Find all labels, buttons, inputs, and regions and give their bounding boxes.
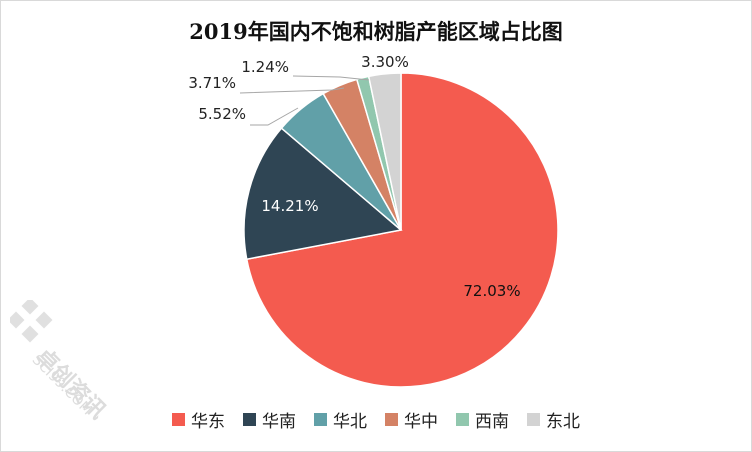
data-label-slice-south: 14.21% [261, 197, 318, 215]
data-label-slice-northeast: 3.30% [361, 53, 409, 71]
data-label-slice-central: 3.71% [188, 74, 236, 92]
legend-item-east: 华东 [172, 407, 225, 432]
legend-label: 东北 [546, 412, 580, 432]
legend-label: 华南 [262, 412, 296, 432]
data-label-slice-east: 72.03% [463, 282, 520, 300]
leader-line-slice-north [250, 107, 299, 126]
legend-label: 华东 [191, 412, 225, 432]
legend-item-southwest: 西南 [456, 407, 509, 432]
chart-title: 2019年国内不饱和树脂产能区域占比图 [189, 19, 563, 44]
legend-item-north: 华北 [314, 407, 367, 432]
legend-swatch [243, 413, 256, 426]
pie-slice-northeast [367, 72, 402, 231]
leader-line-slice-southwest [292, 75, 370, 81]
legend-swatch [172, 413, 185, 426]
data-label-slice-southwest: 1.24% [241, 58, 289, 76]
legend-label: 华北 [333, 412, 367, 432]
legend-item-south: 华南 [243, 407, 296, 432]
legend-swatch [527, 413, 540, 426]
legend-item-central: 华中 [385, 407, 438, 432]
legend-item-northeast: 东北 [527, 407, 580, 432]
data-label-slice-north: 5.52% [198, 105, 246, 123]
legend-swatch [456, 413, 469, 426]
legend: 华东 华南 华北 华中 西南 东北 [0, 407, 752, 432]
legend-label: 西南 [475, 412, 509, 432]
legend-swatch [314, 413, 327, 426]
pie-slice-south [243, 127, 403, 261]
legend-label: 华中 [404, 412, 438, 432]
leader-line-slice-central [239, 87, 345, 94]
legend-swatch [385, 413, 398, 426]
pie-slice-east [245, 72, 559, 388]
